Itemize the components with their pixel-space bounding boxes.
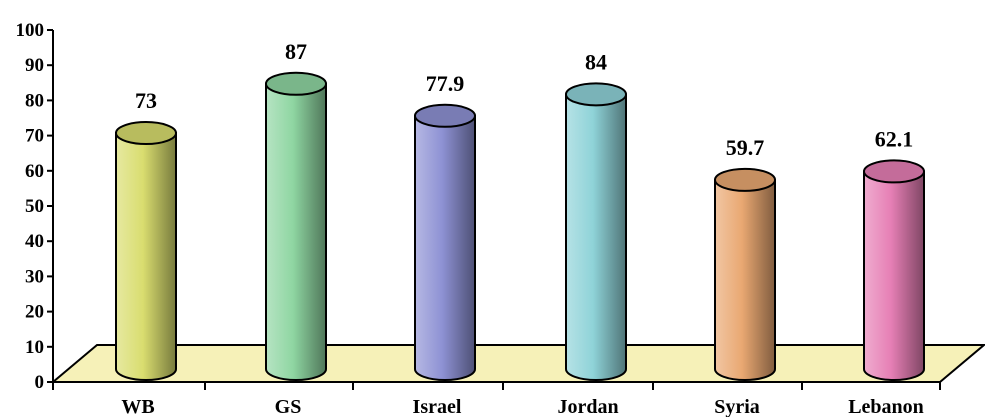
bar-top: [115, 121, 177, 146]
y-tick-label: 20: [25, 302, 44, 323]
bar-body: [565, 93, 627, 381]
data-label: 73: [135, 88, 157, 113]
y-tick-label: 70: [25, 126, 44, 147]
bar-lebanon: [863, 159, 925, 381]
x-tick-label: WB: [121, 396, 154, 417]
y-tick-label: 50: [25, 196, 44, 217]
bar-top: [714, 167, 776, 192]
x-tick-label: Lebanon: [848, 396, 924, 417]
x-tick-label: Israel: [413, 396, 462, 417]
bar-syria: [714, 167, 776, 381]
bar-top: [565, 82, 627, 107]
bar-wb: [115, 121, 177, 381]
bar-body: [714, 178, 776, 381]
bar-body: [414, 114, 476, 381]
bar-body: [265, 82, 327, 381]
bar-jordan: [565, 82, 627, 381]
data-label: 77.9: [426, 71, 465, 96]
bar-israel: [414, 103, 476, 381]
y-tick-label: 40: [25, 231, 44, 252]
bar-body: [863, 170, 925, 381]
y-tick-label: 10: [25, 337, 44, 358]
bar-body: [115, 132, 177, 381]
x-tick-label: Jordan: [557, 396, 618, 417]
y-tick-label: 80: [25, 90, 44, 111]
y-tick-label: 0: [35, 372, 45, 393]
x-tick-label: Syria: [714, 396, 760, 417]
y-tick-label: 30: [25, 266, 44, 287]
y-tick-label: 60: [25, 161, 44, 182]
bar-top: [863, 159, 925, 184]
data-label: 62.1: [875, 126, 914, 151]
x-tick-label: GS: [275, 396, 302, 417]
bar-top: [265, 71, 327, 96]
data-label: 84: [585, 49, 607, 74]
bar-top: [414, 103, 476, 128]
y-tick-label: 90: [25, 55, 44, 76]
data-label: 87: [285, 39, 307, 64]
bar-gs: [265, 71, 327, 381]
chart-floor: [50, 344, 985, 383]
y-tick-label: 100: [16, 20, 45, 41]
data-label: 59.7: [726, 135, 765, 160]
